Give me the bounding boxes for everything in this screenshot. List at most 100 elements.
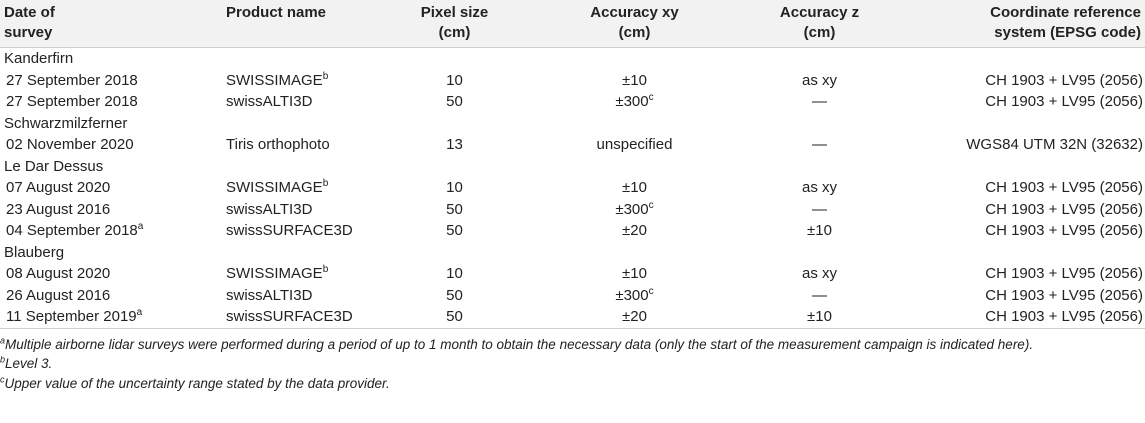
cell-date: 11 September 2019a xyxy=(0,306,150,329)
cell-accuracy-xy-text: ±10 xyxy=(622,265,647,282)
cell-accuracy-xy-text: unspecified xyxy=(596,136,673,153)
cell-product: SWISSIMAGEb xyxy=(150,70,382,92)
cell-accuracy-xy-text: ±300 xyxy=(615,93,649,110)
cell-accuracy-xy: ±300c xyxy=(527,285,742,307)
cell-accuracy-xy-text: ±20 xyxy=(622,308,647,325)
table-row: 27 September 2018 swissALTI3D 50 ±300c — CH 1… xyxy=(0,91,1145,113)
cell-product-text: swissSURFACE3D xyxy=(226,308,353,325)
cell-accuracy-z: — xyxy=(742,134,897,156)
glacier-name: Schwarzmilzferner xyxy=(4,114,128,132)
cell-pixel-size: 50 xyxy=(382,199,527,221)
cell-product-text: SWISSIMAGE xyxy=(226,71,323,89)
cell-crs-text: CH 1903 + LV95 (2056) xyxy=(985,265,1143,282)
cell-accuracy-z-text: — xyxy=(812,200,827,218)
cell-product: swissALTI3D xyxy=(150,199,382,221)
cell-pixel-size: 50 xyxy=(382,220,527,242)
footnote-marker: c xyxy=(648,285,654,297)
cell-pixel-size-text: 10 xyxy=(446,71,463,89)
cell-pixel-size: 50 xyxy=(382,306,527,329)
cell-crs: WGS84 UTM 32N (32632) xyxy=(897,134,1145,156)
table-row: 02 November 2020 Tiris orthophoto 13 unspec… xyxy=(0,134,1145,156)
footnote: bLevel 3. xyxy=(0,354,1145,374)
footnote-text: Level 3. xyxy=(5,356,53,371)
cell-pixel-size-text: 50 xyxy=(446,200,463,218)
cell-product: SWISSIMAGEb xyxy=(150,177,382,199)
cell-accuracy-xy: ±20 xyxy=(527,306,742,329)
table-row: 27 September 2018 SWISSIMAGEb 10 ±10 as xy CH… xyxy=(0,70,1145,92)
cell-crs: CH 1903 + LV95 (2056) xyxy=(897,199,1145,221)
cell-accuracy-xy: ±10 xyxy=(527,177,742,199)
table-row: 04 September 2018a swissSURFACE3D 50 ±20 ±10… xyxy=(0,220,1145,242)
table-body: Kanderfirn 27 September 2018 SWISSIMAGEb 10… xyxy=(0,48,1145,329)
footnote-marker: a xyxy=(137,221,144,232)
cell-date: 02 November 2020 xyxy=(0,134,150,156)
cell-date-text: 04 September 2018 xyxy=(6,222,138,239)
footnote-marker: c xyxy=(648,199,654,211)
cell-date-text: 27 September 2018 xyxy=(6,71,138,89)
header-pixel-line2: (cm) xyxy=(438,24,471,41)
cell-date-text: 27 September 2018 xyxy=(6,93,138,110)
cell-crs: CH 1903 + LV95 (2056) xyxy=(897,220,1145,242)
cell-accuracy-xy: ±20 xyxy=(527,220,742,242)
cell-product: swissALTI3D xyxy=(150,285,382,307)
header-date: Date of survey xyxy=(0,0,150,48)
cell-pixel-size-text: 10 xyxy=(446,179,463,196)
header-accxy-line1: Accuracy xy xyxy=(590,4,679,21)
cell-accuracy-z: as xy xyxy=(742,263,897,285)
cell-date: 04 September 2018a xyxy=(0,220,150,242)
footnote-marker: b xyxy=(322,70,329,82)
table-footnotes: aMultiple airborne lidar surveys were pe… xyxy=(0,329,1145,394)
group-row: Le Dar Dessus xyxy=(0,156,1145,178)
group-row: Kanderfirn xyxy=(0,48,1145,70)
cell-date: 23 August 2016 xyxy=(0,199,150,221)
header-accxy-line2: (cm) xyxy=(618,24,651,41)
cell-accuracy-z-text: — xyxy=(812,136,827,153)
cell-accuracy-z: as xy xyxy=(742,177,897,199)
cell-accuracy-z-text: — xyxy=(812,93,827,110)
cell-product-text: SWISSIMAGE xyxy=(226,265,323,282)
survey-data-table: Date of survey Product name Pixel size (… xyxy=(0,0,1145,329)
cell-crs: CH 1903 + LV95 (2056) xyxy=(897,263,1145,285)
cell-accuracy-xy: ±300c xyxy=(527,91,742,113)
header-crs-line1: Coordinate reference xyxy=(990,4,1141,21)
cell-accuracy-xy-text: ±10 xyxy=(622,179,647,196)
footnote-mark: c xyxy=(0,374,5,384)
cell-accuracy-z: — xyxy=(742,199,897,221)
footnote: aMultiple airborne lidar surveys were pe… xyxy=(0,335,1145,355)
footnote-text: Multiple airborne lidar surveys were per… xyxy=(5,336,1034,352)
cell-accuracy-z-text: as xy xyxy=(801,265,837,282)
header-accz-line1: Accuracy z xyxy=(779,4,860,21)
cell-crs-text: CH 1903 + LV95 (2056) xyxy=(985,179,1143,196)
header-date-line1: Date of xyxy=(4,4,55,21)
cell-crs: CH 1903 + LV95 (2056) xyxy=(897,285,1145,307)
footnote-text: Upper value of the uncertainty range sta… xyxy=(4,375,390,391)
cell-accuracy-z: — xyxy=(742,91,897,113)
cell-product-text: swissALTI3D xyxy=(226,286,313,304)
footnote-mark: b xyxy=(0,354,6,365)
group-row: Blauberg xyxy=(0,242,1145,264)
cell-accuracy-z: ±10 xyxy=(742,306,897,329)
table-header: Date of survey Product name Pixel size (… xyxy=(0,0,1145,48)
cell-pixel-size-text: 10 xyxy=(446,265,463,282)
table-row: 23 August 2016 swissALTI3D 50 ±300c — CH 1903… xyxy=(0,199,1145,221)
cell-product: Tiris orthophoto xyxy=(150,134,382,156)
cell-pixel-size: 50 xyxy=(382,285,527,307)
cell-product: swissALTI3D xyxy=(150,91,382,113)
cell-date-text: 07 August 2020 xyxy=(6,179,111,196)
cell-accuracy-xy: ±10 xyxy=(527,263,742,285)
cell-date: 07 August 2020 xyxy=(0,177,150,199)
cell-accuracy-xy: ±10 xyxy=(527,70,742,92)
group-row: Schwarzmilzferner xyxy=(0,113,1145,135)
cell-date: 27 September 2018 xyxy=(0,70,150,92)
cell-crs-text: CH 1903 + LV95 (2056) xyxy=(985,71,1143,89)
cell-date-text: 02 November 2020 xyxy=(6,136,134,153)
cell-pixel-size-text: 50 xyxy=(446,93,463,110)
cell-date: 26 August 2016 xyxy=(0,285,150,307)
cell-product-text: swissALTI3D xyxy=(226,200,313,218)
cell-date-text: 08 August 2020 xyxy=(6,265,111,282)
cell-date-text: 23 August 2016 xyxy=(6,200,111,218)
cell-pixel-size: 10 xyxy=(382,263,527,285)
cell-accuracy-z-text: as xy xyxy=(801,71,837,89)
cell-accuracy-z: as xy xyxy=(742,70,897,92)
cell-product-text: SWISSIMAGE xyxy=(226,179,323,196)
